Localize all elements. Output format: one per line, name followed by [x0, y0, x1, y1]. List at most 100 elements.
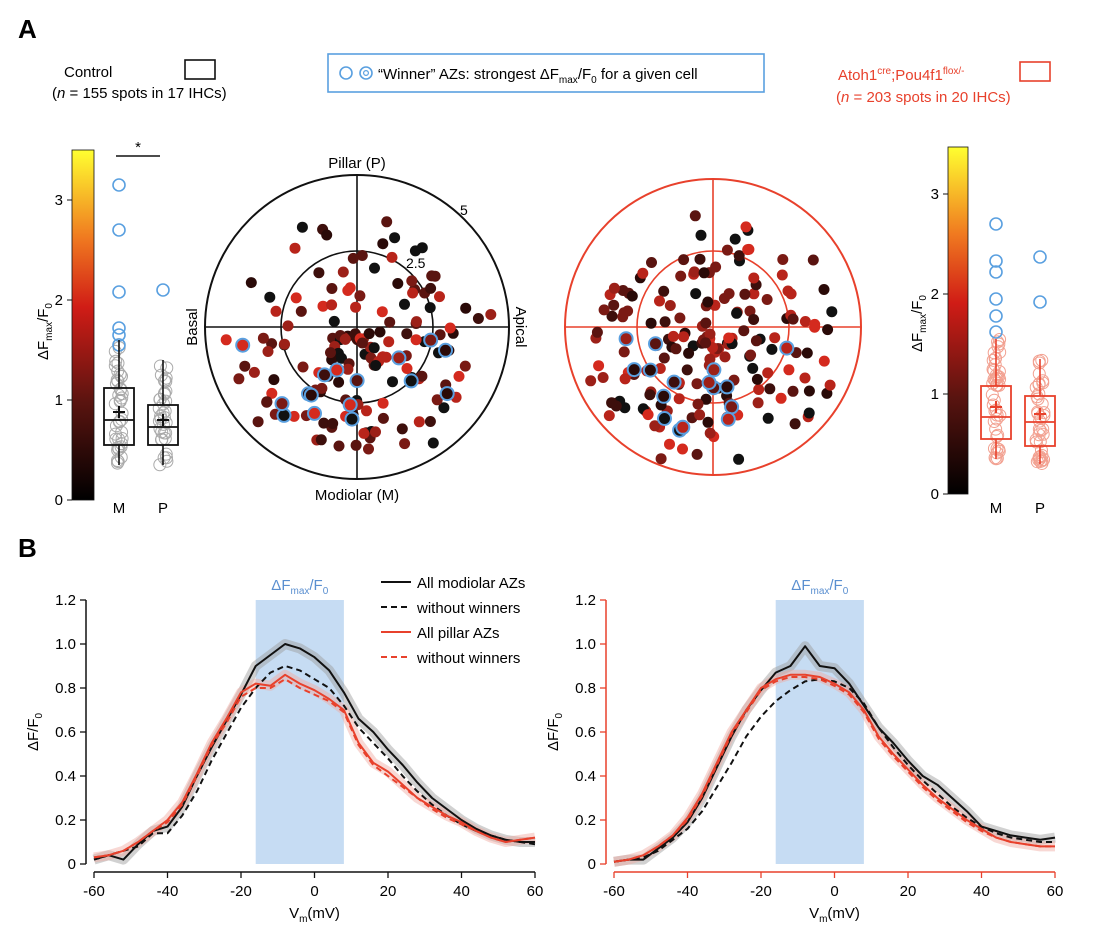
box-iqr: [147, 404, 179, 446]
polar-dot: [751, 373, 763, 385]
polar-dot: [429, 270, 441, 282]
polar-dot: [342, 363, 354, 375]
polar-ring-outer-label: 5: [460, 202, 468, 218]
polar-dot: [787, 313, 799, 325]
polar-dot: [350, 301, 362, 313]
box-outlier: [989, 292, 1003, 306]
box-point: [109, 427, 123, 441]
polar-dot: [264, 291, 276, 303]
polar-dot: [704, 328, 716, 340]
polar-dot: [710, 261, 722, 273]
polar-dot: [347, 252, 359, 264]
polar-dot: [681, 364, 693, 376]
legend-text-modiolar-nowin: without winners: [416, 600, 520, 617]
polar-dot: [675, 270, 687, 282]
polar-dot: [401, 363, 413, 374]
box-point: [1035, 448, 1049, 462]
polar-dot: [809, 318, 821, 330]
polar-winner-dot: [349, 373, 365, 389]
polar-label-modiolar: Modiolar (M): [315, 487, 399, 504]
polar-winner-dot: [423, 332, 439, 348]
polar-dot: [673, 393, 685, 405]
polar-dot: [700, 393, 712, 405]
box-point: [992, 444, 1006, 458]
polar-dot: [313, 267, 325, 279]
polar-dot: [326, 299, 338, 311]
y-tick-label: 1.0: [55, 636, 76, 653]
polar-dot: [683, 347, 695, 359]
polar-dot: [740, 221, 752, 233]
polar-dot: [694, 409, 706, 421]
line-chart-control: ΔFmax/F0 -60 -40 -20 0 20 40 60 0 0.2 0.4 0.6 0.8 1.0…: [25, 577, 543, 925]
box-point: [108, 359, 122, 373]
polar-dot: [702, 296, 714, 308]
polar-dot: [698, 267, 710, 279]
legend-mutant: Atoh1cre;Pou4f1flox/- (n = 203 spots in …: [836, 61, 1051, 106]
polar-dot: [257, 332, 269, 344]
x-tick-label: 0: [310, 883, 318, 900]
polar-dot: [766, 343, 778, 355]
polar-dot: [333, 376, 345, 388]
polar-dot: [593, 360, 605, 372]
polar-dot: [282, 320, 294, 332]
polar-label-basal: Basal: [184, 308, 201, 346]
polar-dot: [618, 307, 630, 319]
box-point: [152, 401, 166, 415]
colorbar-right-ticks: 0 1 2 3: [931, 186, 948, 503]
polar-dot: [374, 326, 386, 338]
legend-control-box-icon: [184, 59, 216, 80]
polar-winner-dot: [642, 362, 658, 378]
polar-dot: [729, 233, 741, 245]
y-tick-label: 0.4: [55, 768, 76, 785]
panel-label-b: B: [18, 533, 37, 563]
polar-dot: [386, 251, 398, 263]
polar-dot: [392, 278, 404, 289]
polar-dot: [677, 443, 688, 455]
box-outlier: [156, 283, 170, 297]
y-tick-label: 1.0: [575, 636, 596, 653]
polar-dot: [801, 347, 813, 359]
box-point: [1035, 397, 1049, 411]
box-point: [113, 383, 127, 397]
series-line: [613, 678, 1055, 863]
polar-dot: [245, 277, 257, 289]
polar-dot: [818, 355, 830, 367]
polar-dot: [776, 269, 788, 281]
box-point: [991, 428, 1005, 442]
polar-dot: [695, 229, 707, 241]
box-point: [986, 353, 1000, 367]
polar-dot: [748, 272, 760, 284]
y-tick-label: 1.2: [55, 592, 76, 609]
polar-dot: [295, 305, 307, 317]
polar-dot: [691, 448, 703, 460]
polar-winner-dot: [779, 340, 795, 356]
box-outlier: [989, 325, 1003, 339]
polar-dot: [239, 360, 251, 372]
box-outlier: [112, 178, 126, 192]
polar-winner-dot: [403, 373, 419, 389]
polar-dot: [399, 298, 410, 310]
polar-dot: [645, 317, 657, 329]
y-axis-label: ΔF/F0: [25, 713, 45, 752]
colorbar-tick-label: 3: [55, 192, 63, 209]
polar-dot: [654, 295, 665, 307]
y-tick-label: 1.2: [575, 592, 596, 609]
polar-dot: [649, 420, 661, 432]
polar-dot: [425, 282, 437, 294]
polar-dot: [719, 351, 731, 363]
polar-winner-dot: [648, 336, 663, 352]
y-tick-label: 0.6: [55, 724, 76, 741]
polar-winner-dot: [626, 362, 642, 378]
polar-label-pillar: Pillar (P): [328, 155, 386, 172]
polar-dot: [777, 254, 789, 265]
box-point: [989, 422, 1003, 436]
polar-dot: [700, 337, 712, 349]
polar-dot: [642, 409, 654, 421]
x-tick-label: 40: [973, 883, 990, 900]
polar-dot: [288, 410, 300, 422]
colorbar-tick-label: 1: [55, 392, 63, 409]
polar-dot: [821, 387, 833, 399]
polar-dot: [787, 385, 799, 397]
x-tick-label: -40: [677, 883, 699, 900]
polar-dot: [597, 372, 609, 383]
